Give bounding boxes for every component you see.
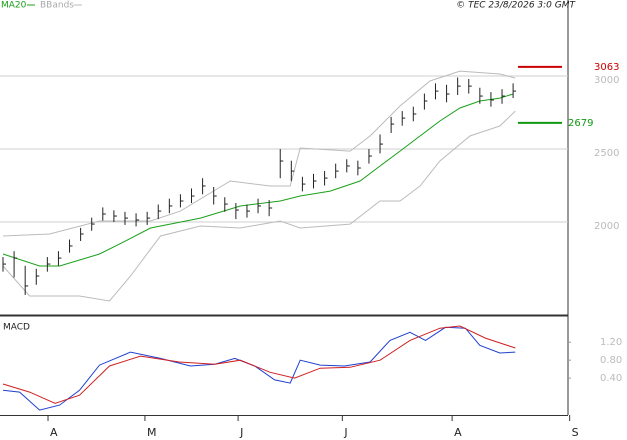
y-tick-label: 3000 [594,75,619,86]
copyright: © TEC 23/8/2026 3:0 GMT [456,1,576,11]
macd-title: MACD [3,323,30,333]
y-tick-label: 0.40 [600,373,622,384]
y-tick-label: 2500 [594,148,619,159]
y-tick-label: 2000 [594,221,619,232]
line-series [2,70,516,237]
x-tick-label: A [454,426,462,439]
level-label: 3063 [594,62,619,73]
line-series [2,326,516,411]
y-tick-label: 1.20 [600,337,622,348]
line-series [2,93,514,267]
level-label: 2679 [568,118,593,129]
line-series [2,325,516,404]
x-tick-label: J [239,426,243,439]
x-tick-label: A [50,426,58,439]
x-tick-label: S [572,426,579,439]
legend-bbands: BBands [40,1,74,11]
x-tick-label: J [343,426,347,439]
x-tick-label: M [147,426,157,439]
y-tick-label: 0.80 [600,355,622,366]
legend-ma20: MA20 [1,1,27,11]
line-series [2,110,516,302]
